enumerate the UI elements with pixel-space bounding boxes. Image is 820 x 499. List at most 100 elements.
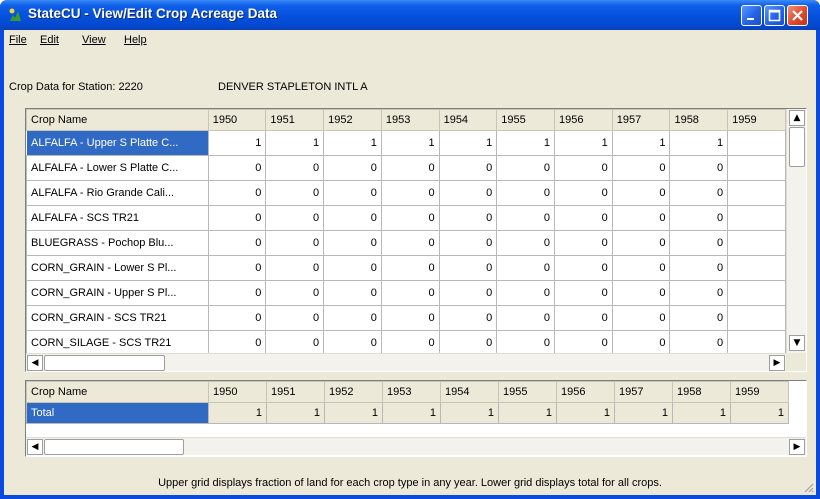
scroll-thumb[interactable] bbox=[789, 127, 805, 167]
crop-row[interactable]: CORN_SILAGE - SCS TR21 0 0 0 0 0 0 0 0 0 bbox=[26, 330, 786, 353]
menu-file[interactable]: File bbox=[9, 34, 27, 46]
value-cell[interactable]: 1 bbox=[208, 402, 267, 424]
value-cell[interactable]: 0 bbox=[669, 330, 729, 353]
minimize-button[interactable] bbox=[741, 5, 762, 26]
column-header-year[interactable]: 1959 bbox=[730, 381, 789, 403]
crop-row[interactable]: ALFALFA - Lower S Platte C... 0 0 0 0 0 0 0 0 0 bbox=[26, 155, 786, 181]
value-cell[interactable]: 0 bbox=[380, 230, 440, 256]
value-cell[interactable]: 1 bbox=[730, 402, 789, 424]
value-cell[interactable]: 0 bbox=[496, 180, 556, 206]
scroll-left-button[interactable]: ◀ bbox=[27, 439, 43, 455]
column-header-year[interactable]: 1955 bbox=[496, 109, 556, 131]
column-header-crop-name[interactable]: Crop Name bbox=[26, 109, 209, 131]
scroll-right-button[interactable]: ▶ bbox=[769, 355, 785, 371]
value-cell[interactable]: 0 bbox=[438, 155, 498, 181]
value-cell[interactable]: 0 bbox=[265, 205, 325, 231]
value-cell[interactable]: 1 bbox=[440, 402, 499, 424]
column-header-year[interactable]: 1950 bbox=[208, 381, 267, 403]
value-cell[interactable]: 0 bbox=[265, 330, 325, 353]
value-cell[interactable] bbox=[727, 130, 786, 156]
column-header-year[interactable]: 1953 bbox=[380, 109, 440, 131]
value-cell[interactable]: 0 bbox=[554, 180, 613, 206]
crop-name-cell[interactable]: CORN_GRAIN - Upper S Pl... bbox=[26, 280, 209, 306]
column-header-year[interactable]: 1956 bbox=[556, 381, 615, 403]
value-cell[interactable]: 1 bbox=[323, 130, 382, 156]
crop-name-cell[interactable]: BLUEGRASS - Pochop Blu... bbox=[26, 230, 209, 256]
value-cell[interactable]: 0 bbox=[496, 230, 556, 256]
scroll-thumb-horizontal[interactable] bbox=[44, 439, 184, 455]
crop-row[interactable]: ALFALFA - Rio Grande Cali... 0 0 0 0 0 0 0 0 0 bbox=[26, 180, 786, 206]
value-cell[interactable]: 0 bbox=[207, 330, 267, 353]
value-cell[interactable]: 1 bbox=[438, 130, 498, 156]
value-cell[interactable]: 1 bbox=[672, 402, 731, 424]
value-cell[interactable]: 0 bbox=[207, 305, 267, 331]
value-cell[interactable]: 1 bbox=[324, 402, 383, 424]
column-header-year[interactable]: 1959 bbox=[727, 109, 786, 131]
value-cell[interactable]: 1 bbox=[496, 130, 556, 156]
value-cell[interactable]: 0 bbox=[669, 230, 729, 256]
value-cell[interactable]: 1 bbox=[266, 402, 325, 424]
scroll-down-button[interactable]: ▼ bbox=[789, 335, 805, 351]
value-cell[interactable]: 0 bbox=[554, 280, 613, 306]
crop-name-cell[interactable]: CORN_SILAGE - SCS TR21 bbox=[26, 330, 209, 353]
crop-name-cell[interactable]: CORN_GRAIN - Lower S Pl... bbox=[26, 255, 209, 281]
value-cell[interactable]: 1 bbox=[556, 402, 615, 424]
value-cell[interactable]: 1 bbox=[554, 130, 613, 156]
crop-row[interactable]: BLUEGRASS - Pochop Blu... 0 0 0 0 0 0 0 0 0 bbox=[26, 230, 786, 256]
value-cell[interactable]: 0 bbox=[323, 230, 382, 256]
close-button[interactable] bbox=[787, 5, 808, 26]
value-cell[interactable]: 0 bbox=[611, 330, 671, 353]
column-header-year[interactable]: 1957 bbox=[611, 109, 671, 131]
value-cell[interactable]: 1 bbox=[614, 402, 673, 424]
crop-name-cell[interactable]: ALFALFA - Upper S Platte C... bbox=[26, 130, 209, 156]
menu-view[interactable]: View bbox=[82, 34, 106, 46]
upper-horizontal-scrollbar[interactable]: ◀ ▶ bbox=[26, 353, 786, 371]
value-cell[interactable]: 1 bbox=[265, 130, 325, 156]
value-cell[interactable]: 0 bbox=[554, 230, 613, 256]
value-cell[interactable]: 0 bbox=[323, 180, 382, 206]
lower-horizontal-scrollbar[interactable]: ◀ ▶ bbox=[26, 437, 806, 455]
value-cell[interactable]: 0 bbox=[554, 155, 613, 181]
total-row[interactable]: Total 1 1 1 1 1 1 1 1 1 1 bbox=[26, 402, 789, 424]
value-cell[interactable] bbox=[727, 205, 786, 231]
value-cell[interactable]: 0 bbox=[611, 180, 671, 206]
value-cell[interactable]: 0 bbox=[611, 155, 671, 181]
column-header-year[interactable]: 1953 bbox=[382, 381, 441, 403]
value-cell[interactable]: 0 bbox=[669, 205, 729, 231]
value-cell[interactable]: 0 bbox=[207, 155, 267, 181]
column-header-year[interactable]: 1951 bbox=[266, 381, 325, 403]
value-cell[interactable]: 0 bbox=[554, 330, 613, 353]
value-cell[interactable]: 0 bbox=[438, 230, 498, 256]
column-header-year[interactable]: 1954 bbox=[438, 109, 498, 131]
scroll-up-button[interactable]: ▲ bbox=[789, 110, 805, 126]
value-cell[interactable]: 0 bbox=[380, 180, 440, 206]
column-header-year[interactable]: 1957 bbox=[614, 381, 673, 403]
crop-name-cell[interactable]: ALFALFA - Lower S Platte C... bbox=[26, 155, 209, 181]
value-cell[interactable]: 1 bbox=[498, 402, 557, 424]
column-header-year[interactable]: 1950 bbox=[207, 109, 267, 131]
value-cell[interactable]: 0 bbox=[380, 330, 440, 353]
maximize-button[interactable] bbox=[764, 5, 785, 26]
value-cell[interactable] bbox=[727, 330, 786, 353]
value-cell[interactable]: 1 bbox=[207, 130, 267, 156]
column-header-crop-name[interactable]: Crop Name bbox=[26, 381, 209, 403]
crop-row[interactable]: ALFALFA - SCS TR21 0 0 0 0 0 0 0 0 0 bbox=[26, 205, 786, 231]
value-cell[interactable]: 0 bbox=[438, 330, 498, 353]
value-cell[interactable]: 1 bbox=[611, 130, 671, 156]
crop-name-cell[interactable]: ALFALFA - SCS TR21 bbox=[26, 205, 209, 231]
value-cell[interactable]: 0 bbox=[438, 205, 498, 231]
scroll-thumb-horizontal[interactable] bbox=[44, 355, 165, 371]
value-cell[interactable]: 0 bbox=[265, 230, 325, 256]
value-cell[interactable]: 0 bbox=[207, 230, 267, 256]
value-cell[interactable]: 0 bbox=[207, 280, 267, 306]
value-cell[interactable]: 0 bbox=[669, 180, 729, 206]
column-header-year[interactable]: 1954 bbox=[440, 381, 499, 403]
value-cell[interactable]: 0 bbox=[554, 305, 613, 331]
upper-vertical-scrollbar[interactable]: ▲ ▼ bbox=[786, 109, 806, 353]
value-cell[interactable]: 0 bbox=[496, 280, 556, 306]
value-cell[interactable]: 0 bbox=[496, 155, 556, 181]
scroll-left-button[interactable]: ◀ bbox=[27, 355, 43, 371]
menu-help[interactable]: Help bbox=[124, 34, 147, 46]
value-cell[interactable]: 0 bbox=[669, 255, 729, 281]
value-cell[interactable]: 1 bbox=[382, 402, 441, 424]
